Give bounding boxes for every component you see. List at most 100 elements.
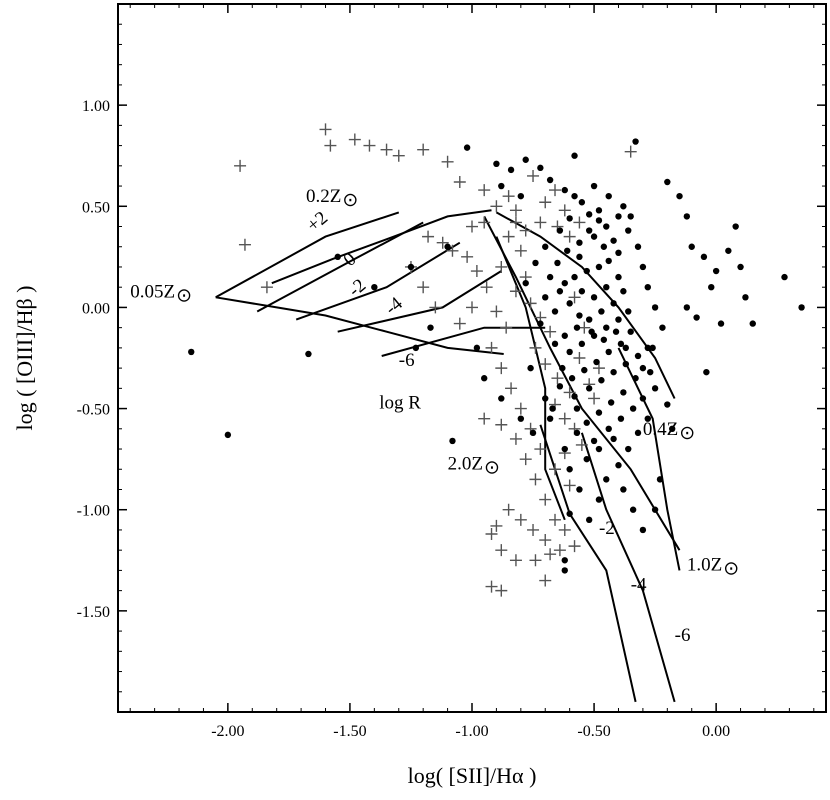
dot-marker [676,192,683,200]
dot-marker [781,273,788,281]
plus-marker [441,155,454,168]
dot-marker [561,557,568,564]
dot-marker [605,425,612,432]
dot-marker [556,227,564,234]
dot-marker [537,164,544,172]
plus-marker [568,291,581,304]
dot-marker [566,348,573,356]
plus-marker [578,321,591,334]
plus-marker [529,341,542,354]
plus-marker [544,548,557,561]
dot-marker [566,215,573,222]
dot-marker [603,324,610,331]
dot-marker [693,314,700,321]
dot-marker [627,328,634,335]
dot-marker [732,223,739,230]
dot-marker [798,304,805,311]
y-tick-label: -0.50 [77,402,110,419]
dot-marker [566,466,573,473]
model-grid-line [271,209,492,285]
plus-marker [549,463,562,476]
dot-marker [620,389,627,396]
plus-marker [436,236,449,249]
dot-marker [639,395,647,402]
dot-marker [688,243,695,250]
plus-marker [495,584,508,597]
y-axis-label: log ( [OIII]/Hβ ) [12,286,37,431]
plus-marker [509,554,522,567]
dot-marker [644,284,651,291]
plus-marker [238,238,251,251]
dot-marker [427,324,434,331]
plus-marker [478,412,491,425]
solar-symbol: ⊙ [679,423,695,444]
plus-marker [363,139,376,152]
dot-marker [546,176,554,184]
dot-marker [571,192,578,200]
dot-marker [551,308,559,315]
dot-marker [493,160,500,168]
dot-marker [622,344,630,352]
dot-marker [188,348,195,356]
dot-marker [578,340,586,348]
plus-marker [558,412,571,425]
dot-marker [625,308,632,315]
dot-marker [522,279,529,287]
annotation: 0.05Z ⊙ [130,281,192,306]
dot-marker [647,368,654,376]
plus-marker [524,297,537,310]
dot-marker [610,368,617,376]
dot-marker [634,243,642,250]
dot-marker [559,364,566,372]
dot-marker [576,312,583,319]
plus-marker [392,149,405,162]
plus-marker [470,265,483,278]
plus-marker [502,230,515,243]
dot-marker [578,288,586,295]
plus-marker [446,244,459,257]
dot-marker [463,144,471,151]
plus-marker [490,305,503,318]
plus-marker [519,224,532,237]
plus-marker [549,513,562,526]
dot-marker [568,375,576,382]
plus-marker [514,513,527,526]
plus-marker [466,220,478,233]
dot-marker [620,288,627,295]
plus-marker [480,281,493,294]
dot-marker [632,375,639,382]
x-tick-label: -1.00 [455,723,488,740]
plus-marker [527,169,540,182]
dot-marker [620,486,627,493]
plus-marker [624,145,637,158]
model-grid-line [337,270,502,333]
dot-marker [507,166,515,174]
plus-marker [495,544,508,557]
dot-marker [564,247,571,254]
dot-marker [615,273,622,281]
dot-marker [576,253,583,261]
dot-marker [527,364,534,372]
plus-marker [422,230,435,243]
plus-marker [539,493,552,506]
plot-frame [117,3,827,713]
solar-symbol: ⊙ [176,285,192,306]
dot-marker [612,328,620,335]
dot-marker [517,192,525,200]
y-tick-label: 0.00 [82,300,110,317]
dot-marker [546,273,554,281]
dot-marker [651,385,659,392]
plus-marker [534,443,547,456]
model-grid-line [256,221,424,313]
dot-marker [656,476,664,483]
plus-marker [558,204,571,217]
plus-marker [553,544,566,557]
dot-marker [595,217,603,224]
dot-marker [668,425,676,432]
model-grid-line [495,211,676,399]
plus-marker [529,473,542,486]
x-tick-label: -0.50 [577,723,610,740]
dot-marker [610,435,617,443]
annotation-text: 0.4Z [643,419,678,440]
dot-marker [615,462,622,469]
